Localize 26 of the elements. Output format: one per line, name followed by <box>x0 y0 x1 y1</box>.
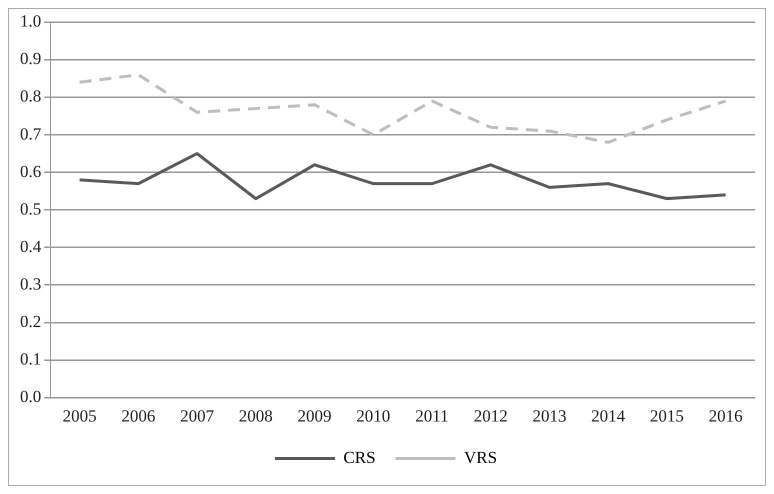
y-tick-label: 0.1 <box>20 350 42 369</box>
y-tick-label: 1.0 <box>20 12 42 31</box>
y-tick-label: 0.2 <box>20 312 42 331</box>
x-tick-label: 2010 <box>356 406 390 426</box>
x-tick-label: 2015 <box>650 406 684 426</box>
y-tick-label: 0.3 <box>20 274 42 294</box>
x-tick-label: 2013 <box>532 406 566 426</box>
y-tick-label: 0.8 <box>20 86 42 106</box>
y-tick-label: 0.5 <box>20 199 42 218</box>
line-series <box>78 73 728 144</box>
y-tick-label: 0.0 <box>20 387 42 406</box>
x-tick-label: 2012 <box>474 406 508 426</box>
x-tick-label: 2005 <box>62 406 97 426</box>
y-tick-label: 0.7 <box>20 124 42 144</box>
legend-label: VRS <box>464 448 498 467</box>
x-tick-label: 2007 <box>180 406 215 426</box>
x-tick-label: 2011 <box>415 406 449 426</box>
y-tick-label: 0.4 <box>20 236 42 256</box>
x-tick-label: 2016 <box>708 406 743 426</box>
legend-label: CRS <box>343 448 376 467</box>
y-tick-label: 0.9 <box>20 49 42 68</box>
x-tick-label: 2014 <box>591 406 626 426</box>
x-tick-label: 2006 <box>121 406 156 426</box>
x-tick-label: 2008 <box>238 406 273 426</box>
x-tick-label: 2009 <box>298 406 332 426</box>
y-tick-label: 0.6 <box>20 162 42 181</box>
